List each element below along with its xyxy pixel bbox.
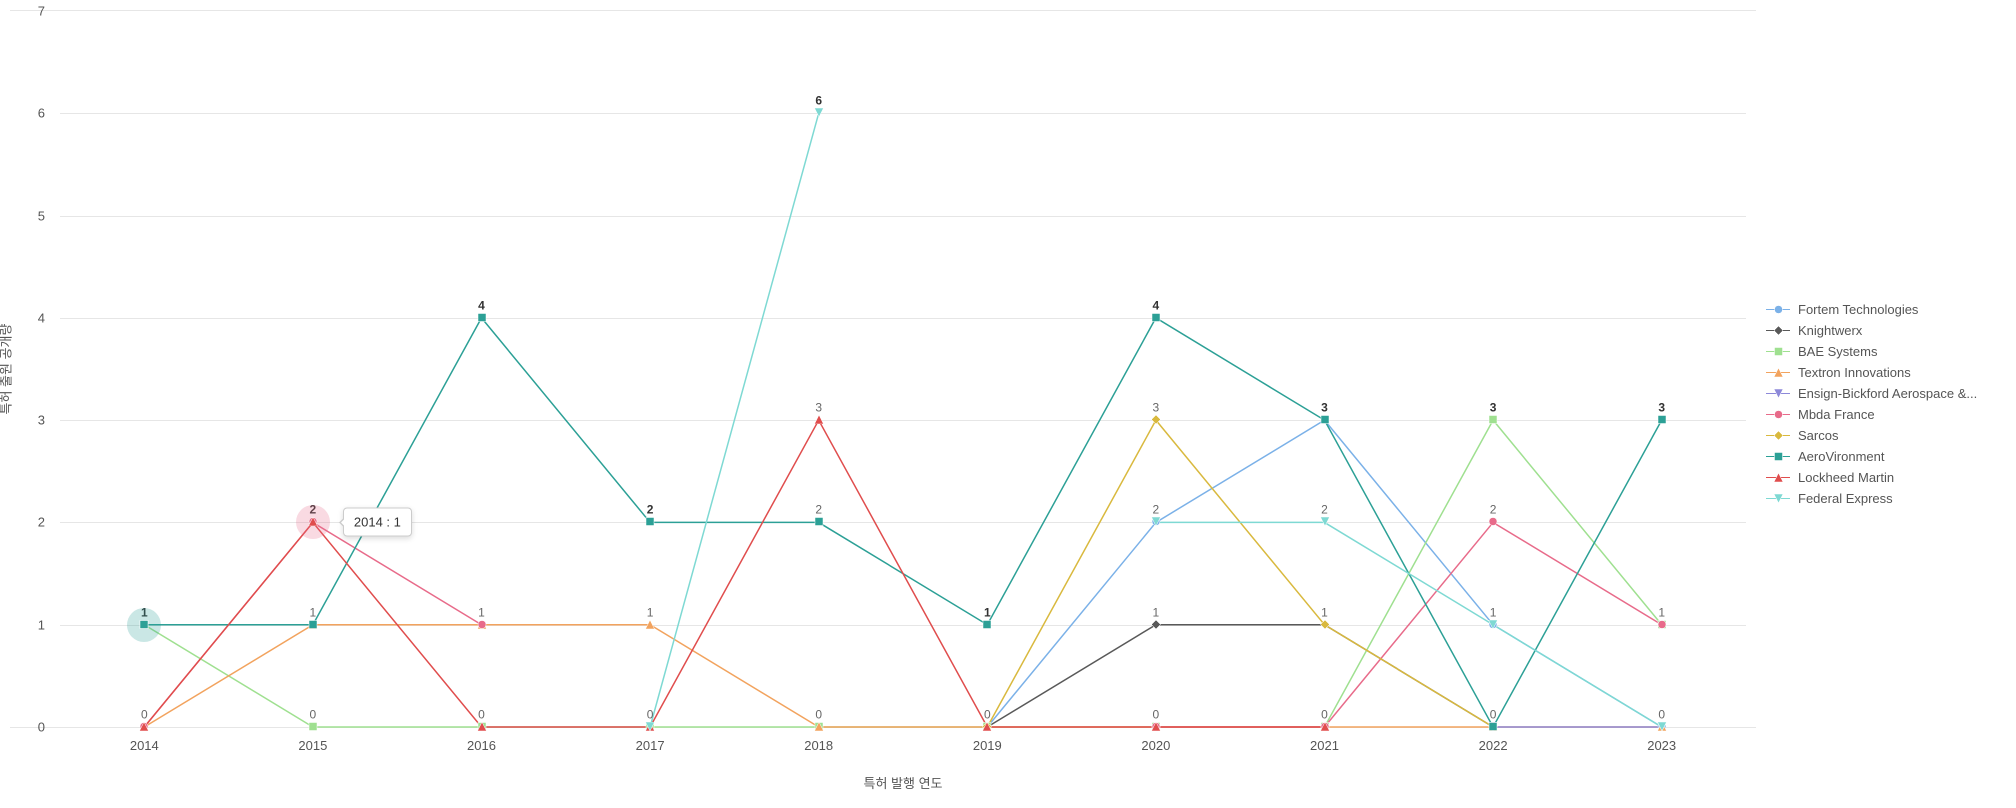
data-point-marker[interactable] (1151, 513, 1160, 531)
y-axis-label: 특허 출원 공개량 (0, 324, 15, 415)
legend-label: Lockheed Martin (1798, 470, 1894, 485)
data-point-marker[interactable] (1320, 411, 1329, 429)
legend-item[interactable]: Ensign-Bickford Aerospace &... (1766, 386, 1996, 401)
data-point-marker[interactable] (814, 718, 823, 736)
data-point-marker[interactable] (983, 718, 992, 736)
legend-marker-icon (1766, 408, 1790, 422)
x-tick-label: 2017 (636, 738, 665, 753)
data-point-marker[interactable] (646, 513, 655, 531)
tooltip: 2014 : 1 (343, 508, 412, 537)
legend-label: Textron Innovations (1798, 365, 1911, 380)
data-point-marker[interactable] (140, 718, 149, 736)
data-point-marker[interactable] (1489, 411, 1498, 429)
legend-label: Ensign-Bickford Aerospace &... (1798, 386, 1977, 401)
data-point-marker[interactable] (1320, 718, 1329, 736)
data-point-marker[interactable] (814, 411, 823, 429)
data-point-marker[interactable] (308, 616, 317, 634)
legend-item[interactable]: Sarcos (1766, 428, 1996, 443)
chart-plot-area: 특허 출원 공개량 01234567 124261433300101010230… (10, 10, 1756, 798)
legend-label: Sarcos (1798, 428, 1838, 443)
data-point-marker[interactable] (1489, 616, 1498, 634)
data-point-marker[interactable] (477, 616, 486, 634)
plot[interactable]: 1242614333001010102302103102102012014 : … (60, 11, 1746, 727)
y-tick-label: 1 (10, 617, 45, 632)
data-point-marker[interactable] (1489, 513, 1498, 531)
data-point-marker[interactable] (1320, 616, 1329, 634)
y-tick-label: 4 (10, 310, 45, 325)
legend-marker-icon (1766, 429, 1790, 443)
chart-container: 특허 출원 공개량 01234567 124261433300101010230… (10, 10, 2006, 798)
y-tick-label: 6 (10, 106, 45, 121)
x-tick-label: 2023 (1647, 738, 1676, 753)
data-point-marker[interactable] (1657, 616, 1666, 634)
data-point-marker[interactable] (814, 104, 823, 122)
legend-item[interactable]: Knightwerx (1766, 323, 1996, 338)
x-tick-label: 2019 (973, 738, 1002, 753)
legend-item[interactable]: BAE Systems (1766, 344, 1996, 359)
x-tick-label: 2021 (1310, 738, 1339, 753)
data-point-marker[interactable] (140, 616, 149, 634)
y-tick-label: 5 (10, 208, 45, 223)
legend-item[interactable]: Lockheed Martin (1766, 470, 1996, 485)
plot-zone: 특허 출원 공개량 01234567 124261433300101010230… (10, 10, 1756, 728)
data-point-marker[interactable] (308, 513, 317, 531)
x-tick-label: 2020 (1141, 738, 1170, 753)
series-line[interactable] (987, 625, 1493, 727)
data-point-marker[interactable] (1657, 411, 1666, 429)
series-line[interactable] (987, 420, 1661, 727)
legend-label: AeroVironment (1798, 449, 1884, 464)
legend: Fortem Technologies Knightwerx BAE Systems… (1756, 10, 2006, 798)
legend-item[interactable]: Federal Express (1766, 491, 1996, 506)
legend-marker-icon (1766, 492, 1790, 506)
y-axis: 특허 출원 공개량 01234567 (10, 11, 60, 727)
legend-item[interactable]: Textron Innovations (1766, 365, 1996, 380)
data-point-marker[interactable] (983, 616, 992, 634)
data-point-marker[interactable] (477, 718, 486, 736)
y-tick-label: 3 (10, 413, 45, 428)
y-tick-label: 0 (10, 720, 45, 735)
data-point-marker[interactable] (1151, 616, 1160, 634)
data-point-marker[interactable] (1151, 718, 1160, 736)
legend-label: Federal Express (1798, 491, 1893, 506)
series-line[interactable] (144, 625, 1661, 727)
legend-item[interactable]: Fortem Technologies (1766, 302, 1996, 317)
data-point-marker[interactable] (477, 309, 486, 327)
legend-label: Mbda France (1798, 407, 1875, 422)
x-axis: 특허 발행 연도 2014 2015 2016 2017 2018 2019 2020 202… (60, 728, 1746, 798)
legend-label: Knightwerx (1798, 323, 1862, 338)
legend-marker-icon (1766, 303, 1790, 317)
x-tick-label: 2015 (298, 738, 327, 753)
x-tick-label: 2022 (1479, 738, 1508, 753)
data-point-marker[interactable] (1151, 309, 1160, 327)
data-point-marker[interactable] (1489, 718, 1498, 736)
legend-item[interactable]: AeroVironment (1766, 449, 1996, 464)
legend-marker-icon (1766, 471, 1790, 485)
data-point-marker[interactable] (646, 616, 655, 634)
data-point-marker[interactable] (1151, 411, 1160, 429)
data-point-marker[interactable] (646, 718, 655, 736)
legend-marker-icon (1766, 366, 1790, 380)
data-point-marker[interactable] (1657, 718, 1666, 736)
legend-marker-icon (1766, 387, 1790, 401)
x-tick-label: 2018 (804, 738, 833, 753)
legend-marker-icon (1766, 450, 1790, 464)
x-axis-label: 특허 발행 연도 (864, 773, 943, 792)
legend-marker-icon (1766, 345, 1790, 359)
x-tick-label: 2014 (130, 738, 159, 753)
x-tick-label: 2016 (467, 738, 496, 753)
legend-marker-icon (1766, 324, 1790, 338)
y-tick-label: 7 (10, 4, 45, 19)
data-point-marker[interactable] (1320, 513, 1329, 531)
data-point-marker[interactable] (814, 513, 823, 531)
legend-label: Fortem Technologies (1798, 302, 1918, 317)
data-point-marker[interactable] (308, 718, 317, 736)
y-tick-label: 2 (10, 515, 45, 530)
series-line[interactable] (144, 420, 1324, 727)
legend-item[interactable]: Mbda France (1766, 407, 1996, 422)
legend-label: BAE Systems (1798, 344, 1877, 359)
